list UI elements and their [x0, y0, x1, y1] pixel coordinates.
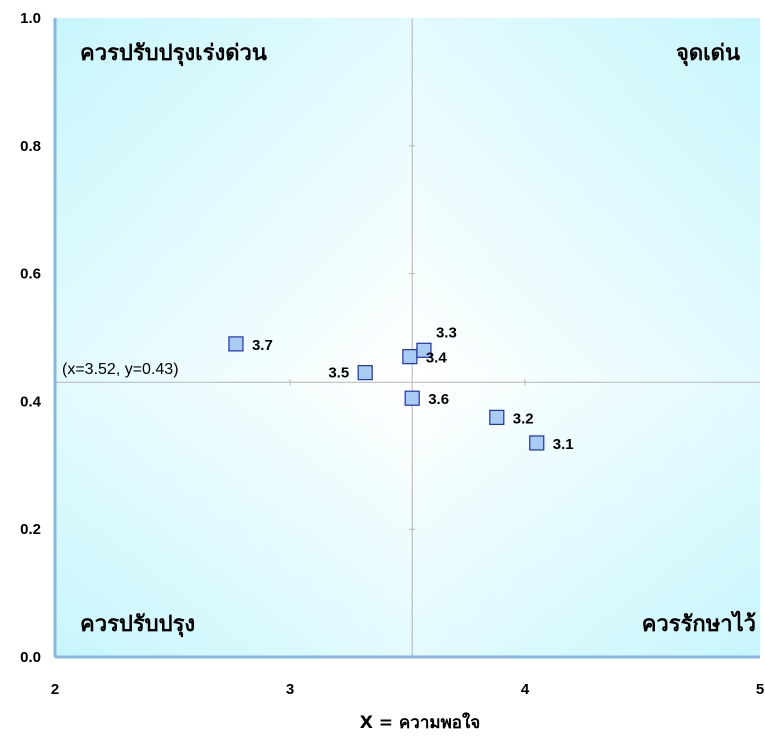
quadrant-bg-bottom-right [412, 382, 760, 657]
reference-point-annotation: (x=3.52, y=0.43) [62, 361, 179, 378]
data-point-label: 3.4 [426, 350, 448, 367]
data-point-label: 3.6 [428, 391, 449, 408]
data-point-label: 3.5 [328, 365, 349, 382]
x-tick-label: 3 [286, 681, 294, 698]
y-tick-label: 0.4 [20, 393, 42, 410]
data-point-marker [489, 409, 505, 425]
y-tick-label: 0.2 [20, 521, 41, 538]
data-point-marker [402, 349, 418, 365]
reference-lines [55, 18, 760, 657]
data-point-label: 3.1 [553, 436, 574, 453]
axes [53, 18, 760, 659]
x-axis-title: X = ความพอใจ [360, 712, 481, 733]
quadrant-labels: ควรปรับปรุงเร่งด่วน จุดเด่น ควรปรับปรุง … [80, 41, 756, 638]
data-point-marker [404, 390, 420, 406]
data-point-label: 3.2 [513, 410, 534, 427]
data-point-label: 3.7 [252, 337, 273, 354]
data-point-marker [228, 336, 244, 352]
quadrant-label-top-right: จุดเด่น [676, 41, 740, 67]
x-tick-label: 4 [521, 681, 530, 698]
quadrant-backgrounds [55, 18, 760, 657]
quadrant-label-top-left: ควรปรับปรุงเร่งด่วน [80, 41, 267, 67]
x-tick-label: 5 [756, 681, 764, 698]
data-point-marker [357, 365, 373, 381]
data-points: 3.1 3.2 3.3 3.4 3.5 3.6 3.7 [228, 324, 574, 453]
quadrant-bg-top-left [55, 18, 413, 383]
tick-labels: 0.0 0.2 0.4 0.6 0.8 1.0 2 3 4 5 [20, 10, 764, 698]
y-tick-label: 0.0 [20, 649, 41, 666]
y-tick-label: 1.0 [20, 10, 41, 27]
data-point-marker [529, 435, 545, 451]
quadrant-bg-bottom-left [55, 382, 413, 657]
data-point-label: 3.3 [436, 324, 457, 341]
quadrant-label-bottom-left: ควรปรับปรุง [80, 612, 195, 638]
quadrant-label-bottom-right: ควรรักษาไว้ [642, 610, 756, 637]
y-tick-label: 0.8 [20, 138, 41, 155]
quadrant-bg-top-right [412, 18, 760, 383]
x-tick-label: 2 [51, 681, 59, 698]
y-tick-label: 0.6 [20, 266, 41, 283]
